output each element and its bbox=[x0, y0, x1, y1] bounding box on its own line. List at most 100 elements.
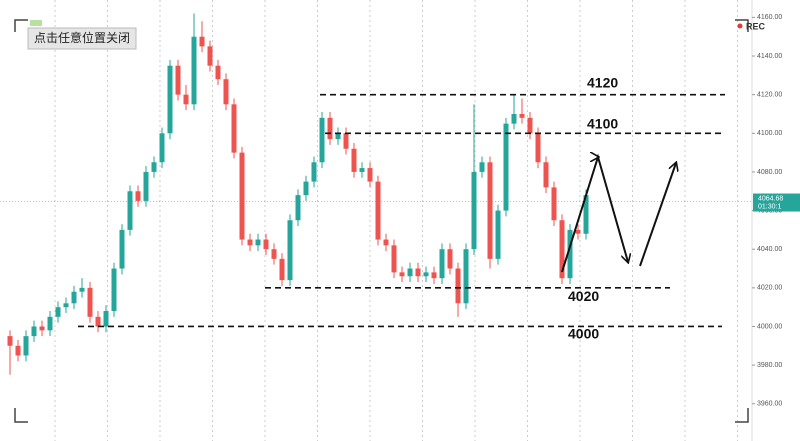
level-label: 4120 bbox=[587, 75, 618, 91]
y-tick-label: 4080.00 bbox=[757, 169, 782, 176]
candle-body bbox=[95, 316, 101, 327]
candle-body bbox=[135, 191, 141, 201]
countdown-label: 01:30:1 bbox=[758, 203, 781, 210]
candle-body bbox=[263, 239, 269, 250]
candle-body bbox=[391, 245, 397, 273]
y-tick-label: 4160.00 bbox=[757, 14, 782, 21]
candle-body bbox=[39, 326, 45, 331]
candle-body bbox=[423, 272, 429, 277]
y-tick-label: 4120.00 bbox=[757, 92, 782, 99]
candle-body bbox=[87, 287, 93, 317]
candle-body bbox=[319, 117, 325, 163]
candle-body bbox=[255, 239, 261, 246]
candle-body bbox=[175, 65, 181, 95]
projection-arrow bbox=[561, 157, 628, 273]
y-tick-label: 4140.00 bbox=[757, 53, 782, 60]
candle-body bbox=[303, 181, 309, 196]
candle-body bbox=[23, 336, 29, 356]
candle-body bbox=[143, 171, 149, 201]
candle-body bbox=[375, 181, 381, 240]
candle-body bbox=[151, 162, 157, 172]
level-label: 4100 bbox=[587, 115, 618, 131]
candle-body bbox=[543, 162, 549, 188]
candle-body bbox=[247, 239, 253, 246]
candle-body bbox=[159, 133, 165, 163]
y-tick-label: 3980.00 bbox=[757, 362, 782, 369]
candle-body bbox=[119, 229, 125, 269]
candle-body bbox=[127, 191, 133, 230]
candle-body bbox=[207, 46, 213, 66]
candle-body bbox=[335, 133, 341, 140]
level-label: 4000 bbox=[568, 325, 599, 341]
candle-body bbox=[359, 168, 365, 172]
candle-body bbox=[519, 113, 525, 118]
candle-body bbox=[271, 249, 277, 259]
candle-body bbox=[503, 123, 509, 211]
candle-body bbox=[215, 65, 221, 80]
candle-body bbox=[407, 268, 413, 277]
candle-body bbox=[79, 287, 85, 292]
candle-body bbox=[279, 258, 285, 281]
candle-body bbox=[527, 117, 533, 134]
candle-body bbox=[471, 171, 477, 250]
level-label: 4020 bbox=[568, 288, 599, 304]
y-tick-label: 3960.00 bbox=[757, 401, 782, 408]
candle-body bbox=[535, 133, 541, 163]
candle-body bbox=[199, 36, 205, 47]
candle-body bbox=[63, 303, 69, 308]
candle-body bbox=[383, 239, 389, 246]
candle-body bbox=[367, 168, 373, 182]
candle-body bbox=[103, 311, 109, 327]
y-tick-label: 4040.00 bbox=[757, 246, 782, 253]
last-price-box bbox=[753, 193, 800, 212]
candle-body bbox=[447, 249, 453, 269]
candle-body bbox=[439, 249, 445, 279]
candle-body bbox=[47, 316, 53, 331]
candle-body bbox=[495, 210, 501, 259]
candle-body bbox=[31, 326, 37, 337]
candle-body bbox=[239, 152, 245, 240]
candle-body bbox=[15, 345, 21, 356]
last-price-label: 4064.68 bbox=[758, 195, 783, 202]
y-tick-label: 4000.00 bbox=[757, 323, 782, 330]
candle-body bbox=[551, 187, 557, 221]
vertical-grid bbox=[54, 0, 738, 441]
candle-body bbox=[583, 195, 589, 234]
candle-body bbox=[415, 268, 421, 277]
candle-body bbox=[71, 291, 77, 304]
candle-body bbox=[567, 229, 573, 279]
candle-body bbox=[399, 272, 405, 277]
candle-body bbox=[167, 65, 173, 134]
candle-body bbox=[511, 113, 517, 124]
y-tick-label: 4020.00 bbox=[757, 285, 782, 292]
plot: 4120 4100 4020 4000 bbox=[7, 13, 725, 375]
candle-body bbox=[455, 268, 461, 304]
candle-body bbox=[343, 133, 349, 149]
candle-body bbox=[463, 249, 469, 304]
candle-body bbox=[327, 117, 333, 140]
close-button-label[interactable]: 点击任意位置关闭 bbox=[34, 30, 130, 45]
candle-body bbox=[431, 272, 437, 279]
candle-body bbox=[231, 104, 237, 153]
candle-body bbox=[111, 268, 117, 312]
icon bbox=[30, 20, 42, 26]
rec-label: REC bbox=[746, 21, 766, 31]
candle-body bbox=[311, 162, 317, 182]
corner-marks bbox=[14, 19, 749, 423]
candle-body bbox=[295, 195, 301, 221]
projection-arrow bbox=[639, 163, 676, 267]
candle-body bbox=[487, 162, 493, 259]
candle-body bbox=[183, 94, 189, 105]
candle-body bbox=[351, 148, 357, 172]
candle-body bbox=[55, 307, 61, 317]
rec-dot bbox=[737, 23, 743, 29]
close-button[interactable] bbox=[27, 27, 137, 50]
candle-body bbox=[191, 36, 197, 105]
candle-body bbox=[559, 220, 565, 279]
candle-body bbox=[7, 336, 13, 346]
candle-body bbox=[223, 79, 229, 105]
candle-body bbox=[575, 229, 581, 234]
candle-body bbox=[287, 220, 293, 281]
